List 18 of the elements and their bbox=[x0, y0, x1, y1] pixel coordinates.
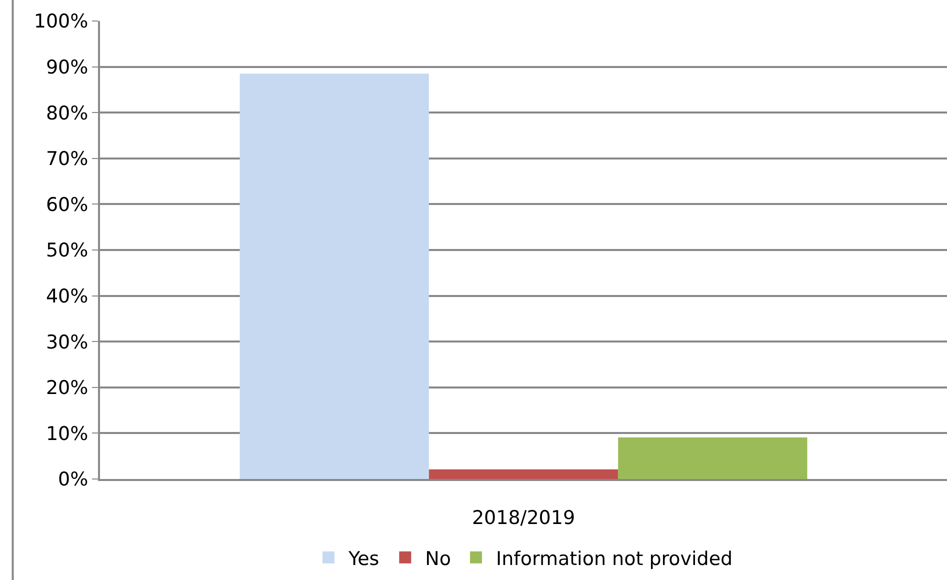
y-tick-label: 0% bbox=[58, 468, 88, 491]
bar bbox=[240, 74, 429, 479]
y-tick-label: 70% bbox=[46, 148, 88, 170]
legend-label: Yes bbox=[348, 548, 380, 570]
legend-label: No bbox=[425, 548, 452, 570]
y-tick-label: 20% bbox=[46, 377, 88, 400]
y-tick-label: 60% bbox=[46, 194, 88, 216]
y-tick-label: 30% bbox=[46, 331, 88, 354]
bar bbox=[618, 437, 808, 479]
x-tick-label: 2018/2019 bbox=[472, 506, 576, 529]
y-tick-label: 100% bbox=[34, 10, 88, 33]
y-tick-label: 10% bbox=[46, 422, 88, 445]
bar bbox=[428, 469, 618, 479]
y-tick-label: 50% bbox=[46, 240, 88, 262]
y-tick-label: 40% bbox=[46, 285, 88, 308]
legend-label: Information not provided bbox=[496, 548, 733, 570]
y-tick-label: 90% bbox=[46, 56, 88, 78]
y-tick-label: 80% bbox=[46, 102, 88, 124]
